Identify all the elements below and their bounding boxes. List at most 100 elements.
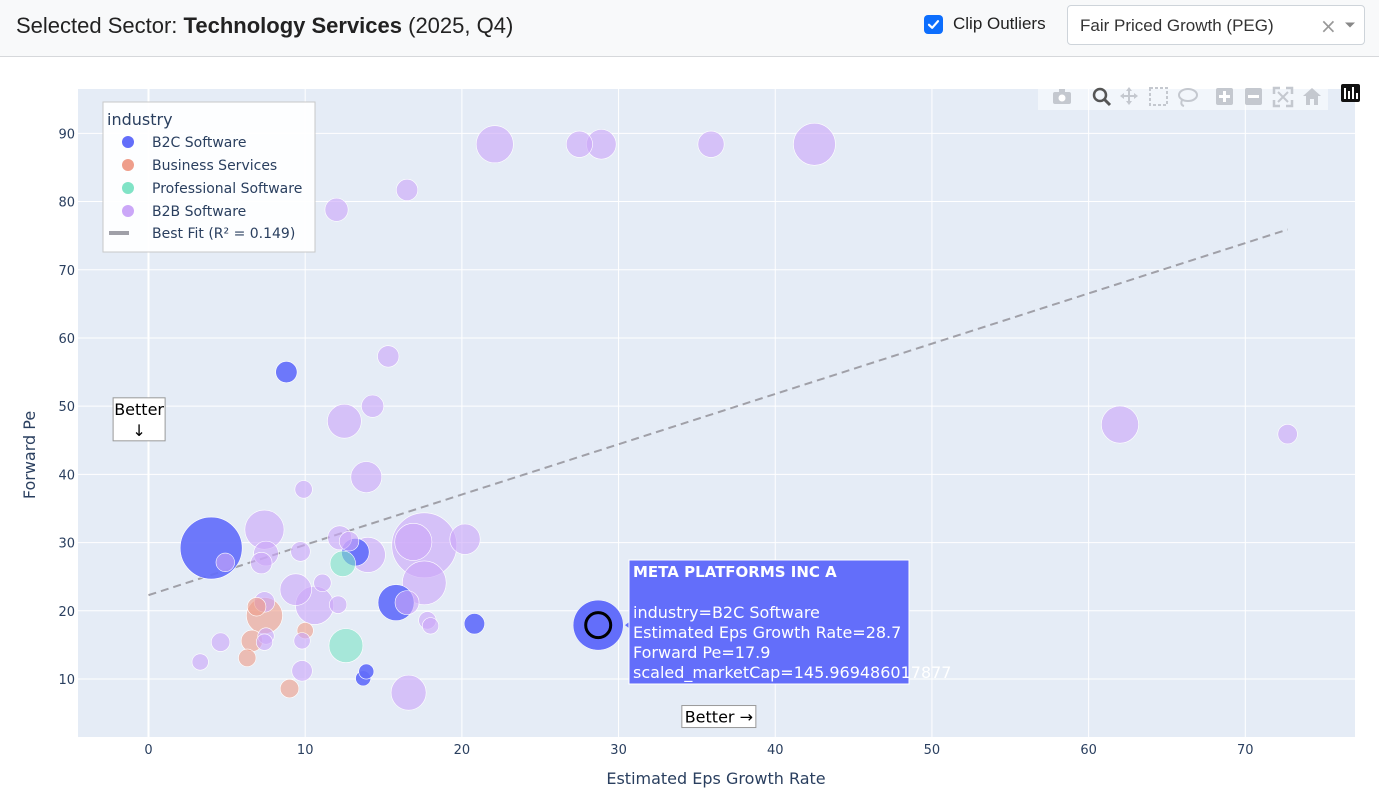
tooltip-forward-pe: Forward Pe=17.9 [633, 643, 770, 662]
lasso-icon[interactable] [1178, 88, 1198, 107]
x-axis-ticks: 0 10 20 30 40 50 60 70 [144, 743, 1253, 758]
clip-outliers-label: Clip Outliers [953, 14, 1046, 33]
sector-name: Technology Services [183, 13, 402, 38]
data-point-b2b-software[interactable] [377, 345, 400, 368]
data-point-b2b-software[interactable] [338, 531, 360, 552]
data-point-b2b-software[interactable] [394, 523, 433, 561]
data-point-b2b-software[interactable] [422, 617, 440, 635]
data-point-business-services[interactable] [238, 648, 257, 667]
zoom-icon[interactable] [1092, 87, 1112, 107]
data-point-professional-software[interactable] [328, 628, 364, 663]
x-tick-label: 50 [924, 743, 941, 758]
zoom-out-icon[interactable] [1245, 88, 1262, 105]
annotation-down-arrow: ↓ [132, 421, 145, 440]
clear-select-icon[interactable]: × [1320, 14, 1337, 38]
annotation-better-label: Better [114, 400, 164, 419]
data-point-b2b-software[interactable] [313, 573, 332, 592]
data-point-b2b-software[interactable] [394, 590, 420, 615]
tooltip-title: META PLATFORMS INC A [633, 563, 837, 581]
legend-item[interactable]: Professional Software [152, 181, 302, 197]
header-bar: Selected Sector: Technology Services (20… [0, 0, 1379, 57]
data-point-b2b-software[interactable] [215, 552, 235, 572]
checkmark-icon [927, 19, 940, 29]
camera-icon[interactable] [1053, 89, 1071, 104]
clip-outliers-checkbox[interactable] [924, 14, 943, 34]
x-tick-label: 70 [1237, 743, 1254, 758]
highlighted-point[interactable] [573, 600, 624, 650]
data-point-b2c-software[interactable] [463, 613, 485, 635]
y-axis-ticks: 10 20 30 40 50 60 70 80 90 [58, 127, 75, 688]
data-point-b2b-software[interactable] [250, 552, 273, 575]
y-axis-title: Forward Pe [20, 411, 39, 499]
legend-best-fit-label[interactable]: Best Fit (R² = 0.149) [152, 226, 295, 242]
data-point-b2b-software[interactable] [565, 130, 593, 158]
clip-outliers-toggle[interactable]: Clip Outliers [924, 14, 1046, 34]
pan-icon[interactable] [1120, 87, 1138, 105]
legend-item[interactable]: B2C Software [152, 135, 246, 151]
y-tick-label: 60 [58, 332, 75, 347]
data-point-b2b-software[interactable] [294, 480, 313, 499]
data-point-b2b-software[interactable] [255, 633, 273, 651]
data-point-business-services[interactable] [279, 678, 300, 699]
data-point-b2b-software[interactable] [324, 197, 349, 222]
x-tick-label: 40 [767, 743, 784, 758]
x-tick-label: 10 [297, 743, 314, 758]
data-point-b2b-software[interactable] [390, 674, 427, 711]
modebar[interactable] [1038, 82, 1360, 110]
data-point-b2b-software[interactable] [697, 130, 725, 158]
data-point-b2b-software[interactable] [327, 403, 362, 439]
metric-select[interactable]: Fair Priced Growth (PEG) × [1067, 5, 1365, 45]
x-tick-label: 0 [144, 743, 152, 758]
data-point-b2b-software[interactable] [361, 394, 385, 418]
scatter-chart[interactable]: 0 10 20 30 40 50 60 70 10 20 30 40 50 60 70 80 90 Estim… [0, 58, 1379, 790]
y-tick-label: 80 [58, 196, 75, 211]
annotation-better-right-label: Better → [685, 708, 753, 727]
legend-swatch [122, 182, 134, 194]
legend-title: industry [107, 110, 173, 129]
y-tick-label: 20 [58, 605, 75, 620]
data-point-b2b-software[interactable] [475, 125, 514, 164]
metric-select-value: Fair Priced Growth (PEG) [1080, 16, 1274, 35]
plotly-logo-icon[interactable] [1341, 84, 1360, 102]
box-select-icon[interactable] [1149, 87, 1168, 106]
page-title: Selected Sector: Technology Services (20… [16, 13, 513, 39]
data-points[interactable] [179, 122, 1298, 711]
data-point-b2c-software[interactable] [179, 516, 243, 580]
data-point-b2b-software[interactable] [329, 595, 348, 614]
tooltip-eps-growth: Estimated Eps Growth Rate=28.7 [633, 623, 901, 642]
legend[interactable]: industry B2C Software Business Services Pr… [102, 101, 316, 253]
data-point-business-services[interactable] [247, 597, 267, 617]
chevron-down-icon[interactable] [1344, 19, 1356, 31]
data-point-b2c-software[interactable] [275, 361, 298, 384]
data-point-b2b-software[interactable] [210, 632, 231, 652]
data-point-b2b-software[interactable] [279, 573, 312, 606]
y-tick-label: 90 [58, 127, 75, 142]
data-point-professional-software[interactable] [329, 550, 356, 577]
hover-tooltip: META PLATFORMS INC A industry=B2C Softwa… [625, 559, 951, 685]
data-point-b2b-software[interactable] [449, 523, 481, 555]
legend-item[interactable]: Business Services [152, 158, 277, 174]
data-point-b2b-software[interactable] [793, 122, 836, 166]
legend-swatch [122, 136, 134, 148]
data-point-b2b-software[interactable] [291, 660, 313, 682]
data-point-b2b-software[interactable] [293, 632, 311, 650]
reset-axes-icon[interactable] [1303, 88, 1321, 105]
data-point-b2b-software[interactable] [191, 653, 209, 671]
zoom-in-icon[interactable] [1216, 88, 1233, 105]
data-point-b2b-software[interactable] [350, 461, 383, 493]
autoscale-icon[interactable] [1272, 86, 1294, 108]
data-point-b2c-software[interactable] [358, 663, 375, 680]
y-tick-label: 30 [58, 537, 75, 552]
x-tick-label: 60 [1080, 743, 1097, 758]
legend-swatch [122, 159, 134, 171]
y-tick-label: 40 [58, 468, 75, 483]
data-point-b2b-software[interactable] [1101, 405, 1139, 444]
x-tick-label: 20 [454, 743, 471, 758]
title-prefix: Selected Sector: [16, 13, 184, 38]
data-point-b2b-software[interactable] [290, 541, 311, 562]
data-point-b2b-software[interactable] [1277, 424, 1298, 445]
annotation-better-down: Better ↓ [112, 397, 166, 442]
data-point-b2b-software[interactable] [396, 178, 419, 201]
highlighted-point-ring [584, 611, 613, 640]
legend-item[interactable]: B2B Software [152, 204, 246, 220]
